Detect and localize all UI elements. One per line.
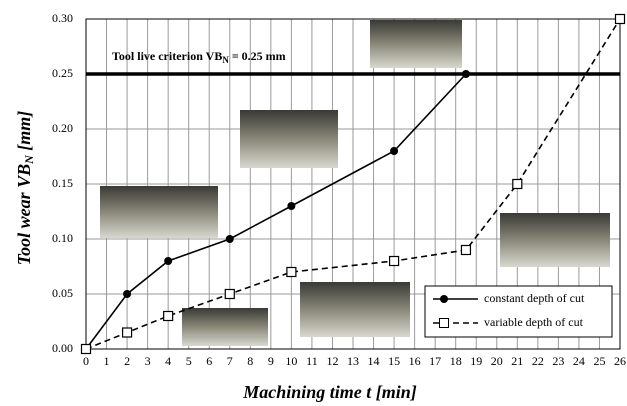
point <box>164 257 173 265</box>
y-axis-label: Tool wear VBN [mm] <box>14 111 36 266</box>
x-tick-label: 2 <box>124 354 130 368</box>
point <box>163 310 174 322</box>
x-tick-label: 7 <box>227 354 233 368</box>
photo <box>100 186 218 238</box>
photo <box>240 110 338 168</box>
y-label-text: Tool wear VB <box>14 164 34 265</box>
x-tick-label: 0 <box>83 354 89 368</box>
y-tick-label: 0.10 <box>52 231 73 245</box>
x-tick-label: 25 <box>593 354 605 368</box>
point <box>80 343 92 355</box>
plot <box>80 13 626 355</box>
x-tick-label: 4 <box>165 354 171 368</box>
x-tick-label: 26 <box>614 354 626 368</box>
x-tick-label: 6 <box>206 354 212 368</box>
x-tick-label: 11 <box>306 354 318 368</box>
x-tick-label: 3 <box>145 354 151 368</box>
x-tick-label: 21 <box>511 354 523 368</box>
x-tick-label: 13 <box>347 354 359 368</box>
x-tick-label: 14 <box>368 354 380 368</box>
x-tick-label: 15 <box>388 354 400 368</box>
point <box>123 290 132 298</box>
point <box>390 147 399 155</box>
x-tick-label: 20 <box>491 354 503 368</box>
point <box>121 327 133 338</box>
y-tick-label: 0.25 <box>52 66 73 80</box>
point <box>461 70 470 78</box>
point <box>614 13 626 25</box>
y-tick-label: 0.20 <box>52 121 73 135</box>
legend-label: constant depth of cut <box>484 291 585 305</box>
legend-marker <box>439 318 449 328</box>
x-tick-label: 23 <box>552 354 564 368</box>
photo <box>300 282 410 337</box>
point <box>286 266 297 278</box>
point <box>512 178 523 190</box>
x-tick-label: 17 <box>429 354 441 368</box>
photo <box>500 213 610 267</box>
y-tick-label: 0.05 <box>52 286 73 300</box>
plot-frame <box>85 18 621 350</box>
photo <box>182 308 268 346</box>
x-tick-label: 22 <box>532 354 544 368</box>
annotation-suffix: = 0.25 mm <box>229 49 286 63</box>
point <box>388 255 400 267</box>
x-tick-label: 5 <box>186 354 192 368</box>
point <box>224 288 235 300</box>
annotation-text: Tool live criterion VB <box>112 49 222 63</box>
y-tick-label: 0.30 <box>52 11 73 25</box>
x-tick-label: 16 <box>409 354 421 368</box>
annotation-subscript: N <box>222 55 229 65</box>
point <box>460 244 472 256</box>
x-tick-label: 1 <box>104 354 110 368</box>
y-tick-label: 0.00 <box>52 341 73 355</box>
legend: constant depth of cut variable depth of c… <box>424 285 613 338</box>
annotation: Tool live criterion VBN = 0.25 mm <box>112 49 286 65</box>
x-tick-label: 9 <box>268 354 274 368</box>
y-label-suffix: [mm] <box>14 111 34 156</box>
x-axis-label: Machining time t [min] <box>242 382 417 402</box>
x-tick-label: 8 <box>247 354 253 368</box>
legend-box <box>424 285 613 338</box>
point <box>287 202 296 210</box>
legend-label: variable depth of cut <box>484 315 584 329</box>
photos <box>100 20 610 346</box>
point <box>225 235 234 243</box>
x-tick-label: 12 <box>326 354 338 368</box>
series-line <box>85 18 621 350</box>
y-label-subscript: N <box>22 154 36 165</box>
legend-marker <box>440 295 448 303</box>
x-tick-label: 24 <box>573 354 585 368</box>
y-tick-label: 0.15 <box>52 176 73 190</box>
x-tick-label: 10 <box>285 354 297 368</box>
x-tick-label: 18 <box>450 354 462 368</box>
x-tick-label: 19 <box>470 354 482 368</box>
photo <box>370 20 462 68</box>
